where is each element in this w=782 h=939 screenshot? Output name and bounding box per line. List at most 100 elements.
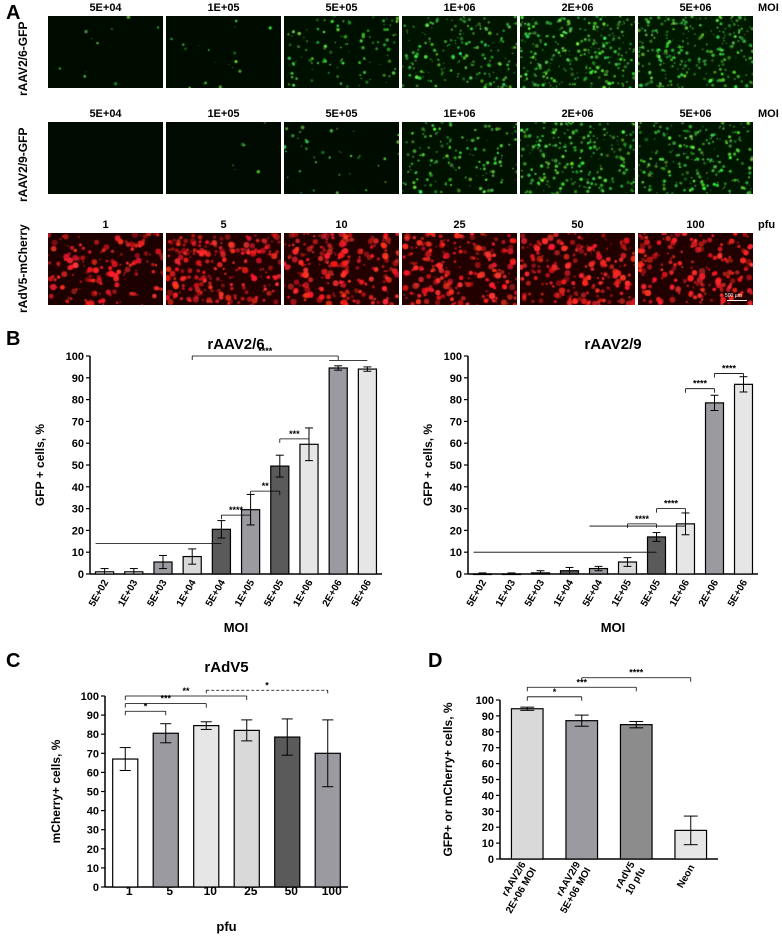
x-tick-label-group: 1E+04 (552, 578, 576, 609)
micrograph-tile (284, 233, 399, 305)
chart-rAAV2-9: rAAV2/9 0 10 20 30 40 50 60 70 80 90 100 GFP + cells… (421, 336, 758, 635)
x-tick-label-group: 5E+05 (639, 578, 663, 609)
x-tick-label: 5E+03 (145, 578, 169, 609)
micrograph-tile (48, 233, 163, 305)
y-tick-label: 70 (482, 743, 494, 755)
x-tick-label-group: 5E+04 (581, 578, 605, 609)
y-tick-label: 50 (87, 787, 99, 799)
bar (510, 708, 544, 860)
y-tick-label: 20 (450, 525, 462, 537)
micrograph-tile-label: 5E+04 (89, 2, 122, 14)
x-tick-label: 5E+04 (581, 578, 605, 609)
y-tick-label: 40 (482, 790, 494, 802)
micrograph-tile (520, 16, 635, 88)
bar (704, 402, 725, 575)
x-tick-label: 5E+05 (639, 578, 663, 609)
micrograph-row-label: rAAV2/9-GFP (16, 127, 30, 202)
x-tick-label: 10 (204, 884, 218, 898)
x-tick-label-group: rAAV2/95E+06 MOI (555, 860, 594, 916)
x-tick-label: Neon (675, 863, 697, 890)
x-tick-label: 1 (126, 884, 133, 898)
x-tick-label-group: 5E+06 (350, 578, 374, 609)
y-tick-label: 50 (72, 460, 84, 472)
y-tick-label: 30 (87, 825, 99, 837)
micrograph-tile-label: 1E+06 (443, 2, 476, 14)
significance-label: * (553, 687, 557, 697)
significance-label: **** (229, 505, 244, 515)
x-tick-label: 5E+06 (726, 578, 750, 609)
x-tick-label-group: 5E+02 (87, 578, 111, 609)
micrograph-tile (166, 122, 281, 194)
x-tick-label-group: 2E+06 (321, 578, 345, 609)
y-axis-label: GFP + cells, % (33, 424, 47, 506)
x-tick-label: 5E+05 (262, 578, 286, 609)
bar (274, 736, 301, 888)
micrograph-tile-label: 5E+04 (89, 108, 122, 120)
y-tick-label: 50 (482, 775, 494, 787)
micrograph-tile-label: 25 (453, 219, 466, 231)
significance-label: **** (664, 499, 679, 509)
micrograph-tile (638, 233, 753, 305)
significance-label: ** (182, 686, 190, 696)
significance-label: **** (722, 363, 737, 373)
x-tick-label-group: rAAV2/62E+06 MOI (500, 860, 539, 916)
x-tick-label-group: 2E+06 (697, 578, 721, 609)
chart-title: rAAV2/9 (584, 336, 641, 353)
y-tick-label: 70 (450, 416, 462, 428)
x-tick-label-group: 1E+03 (494, 578, 518, 609)
micrograph-tile-label: 1 (102, 219, 109, 231)
micrograph-tile (402, 233, 517, 305)
micrograph-tile (638, 16, 753, 88)
y-tick-label: 10 (482, 838, 494, 850)
x-tick-label: 5E+03 (523, 578, 547, 609)
y-tick-label: 40 (450, 482, 462, 494)
bar (357, 368, 378, 575)
x-axis-label: MOI (601, 620, 626, 635)
x-tick-label: 5E+04 (204, 578, 228, 609)
micrograph-tile (520, 233, 635, 305)
x-tick-label-group: 25 (244, 884, 258, 898)
significance-label: *** (160, 694, 171, 704)
x-tick-label: 1E+05 (233, 578, 257, 609)
y-tick-label: 20 (72, 525, 84, 537)
y-tick-label: 30 (450, 504, 462, 516)
y-tick-label: 60 (72, 438, 84, 450)
panel-letter-b: B (6, 328, 21, 350)
micrograph-tile (402, 122, 517, 194)
bar (233, 729, 260, 888)
significance-label: **** (258, 346, 273, 356)
chart-rAAV2-6: rAAV2/6 0 10 20 30 40 50 60 70 80 90 100 GFP + cells… (33, 336, 382, 635)
y-tick-label: 40 (72, 482, 84, 494)
y-tick-label: 70 (72, 416, 84, 428)
x-tick-label-group: 1E+03 (116, 578, 140, 609)
y-axis-label: GFP + cells, % (421, 424, 435, 506)
micrograph-tile (638, 122, 753, 194)
x-tick-label: 2E+06 (321, 578, 345, 609)
y-tick-label: 60 (450, 438, 462, 450)
micrograph-tile (520, 122, 635, 194)
micrograph-tile-label: 1E+06 (443, 108, 476, 120)
x-tick-label: 100 (322, 884, 342, 898)
micrograph-tile-label: 2E+06 (561, 2, 594, 14)
micrograph-tile (48, 16, 163, 88)
y-tick-label: 30 (72, 504, 84, 516)
x-tick-label: 1E+04 (552, 578, 576, 609)
micrograph-unit-label: pfu (758, 219, 776, 231)
significance-label: * (265, 680, 269, 690)
y-tick-label: 100 (81, 691, 99, 703)
y-tick-label: 100 (444, 351, 462, 363)
y-tick-label: 10 (87, 863, 99, 875)
significance-label: **** (693, 379, 708, 389)
bar (193, 725, 220, 888)
x-tick-label-group: 1E+05 (233, 578, 257, 609)
x-tick-label: 1E+06 (291, 578, 315, 609)
bar (619, 724, 653, 860)
scale-bar-label: 500 µm (725, 293, 742, 299)
bar (112, 758, 139, 888)
significance-label: **** (635, 514, 650, 524)
bar (152, 732, 179, 888)
micrograph-tile (166, 16, 281, 88)
x-tick-label-group: 1E+06 (291, 578, 315, 609)
x-tick-label: 1E+05 (610, 578, 634, 609)
